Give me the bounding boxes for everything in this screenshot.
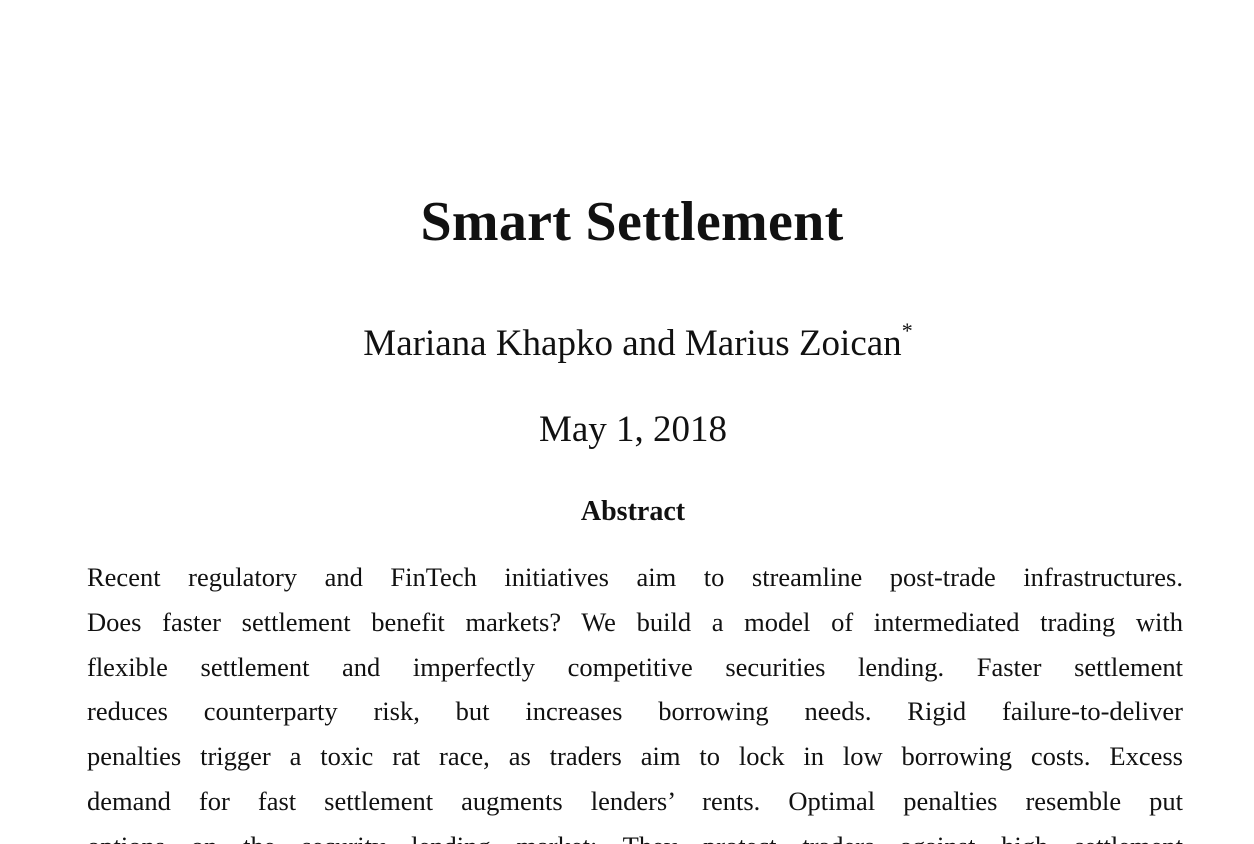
abstract-heading: Abstract [580,496,686,527]
author-footnote-mark: * [901,318,913,343]
abstract-line: demand for fast settlement augments lend… [87,785,1183,816]
paper-title: Smart Settlement [420,191,844,253]
abstract-line: penalties trigger a toxic rat race, as t… [87,741,1183,772]
publication-date: May 1, 2018 [538,409,728,450]
author-names: Mariana Khapko and Marius Zoican [363,323,902,364]
author-line: Mariana Khapko and Marius Zoican* [0,318,1254,366]
abstract-line: options on the security lending market: … [87,824,1183,844]
abstract-body: Recent regulatory and FinTech initiative… [87,555,1183,844]
abstract-line: reduces counterparty risk, but increases… [87,696,1183,727]
abstract-line: flexible settlement and imperfectly comp… [87,651,1183,682]
abstract-line: Recent regulatory and FinTech initiative… [87,562,1183,592]
abstract-line: Does faster settlement benefit markets? … [87,606,1183,637]
